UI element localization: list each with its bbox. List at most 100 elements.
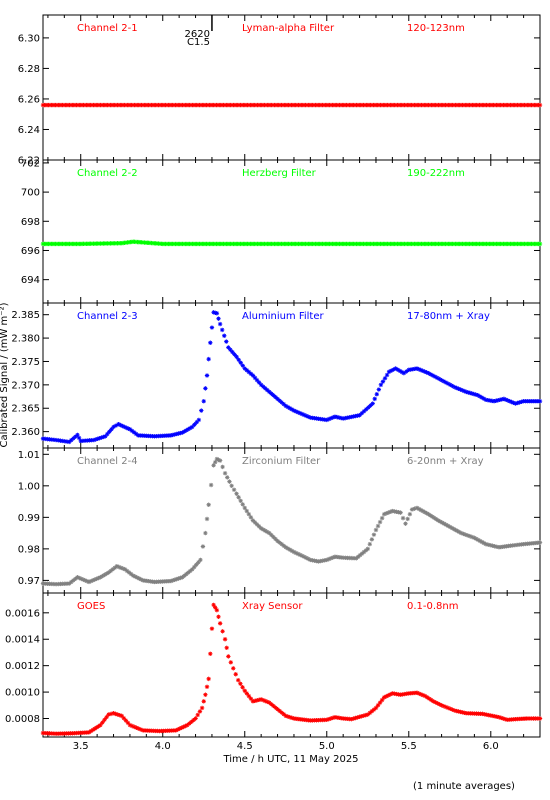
data-point — [214, 456, 220, 462]
data-point — [474, 536, 479, 542]
data-point — [106, 712, 111, 717]
data-point — [424, 370, 429, 375]
data-point — [445, 705, 451, 711]
y-tick-label: 0.99 — [18, 513, 40, 524]
data-point — [106, 570, 111, 575]
filter-label: Zirconium Filter — [242, 456, 321, 467]
data-point — [269, 532, 274, 538]
data-point — [492, 544, 497, 549]
data-point — [256, 380, 262, 385]
data-point — [452, 384, 457, 390]
data-point — [291, 408, 297, 413]
data-point — [496, 714, 502, 720]
data-point — [481, 540, 487, 546]
data-point — [451, 526, 456, 532]
data-point — [389, 368, 394, 373]
data-point — [261, 384, 266, 389]
data-point — [228, 347, 233, 352]
data-point — [472, 535, 477, 541]
data-point — [356, 554, 361, 559]
data-point — [100, 573, 105, 579]
data-point — [174, 431, 179, 437]
data-point — [511, 400, 516, 405]
data-point — [188, 425, 193, 431]
data-point — [196, 560, 201, 565]
data-point — [203, 530, 208, 536]
data-point — [103, 434, 108, 439]
panel-1: 6.22 6.24 6.26 6.28 6.30 Channel 2-1 Lyman-alp… — [18, 14, 543, 167]
y-tick-label: 2.380 — [11, 334, 40, 345]
data-point — [250, 373, 256, 378]
data-point — [179, 725, 184, 730]
data-point — [216, 457, 221, 463]
data-point — [422, 369, 427, 374]
data-point — [190, 567, 195, 572]
data-point — [182, 429, 187, 434]
data-point — [263, 528, 268, 533]
data-point — [338, 415, 344, 421]
data-point — [216, 614, 221, 619]
data-point — [248, 515, 254, 520]
data-point — [71, 578, 76, 583]
data-point — [269, 391, 274, 396]
series — [40, 239, 543, 247]
data-point — [479, 539, 485, 545]
data-point — [122, 424, 127, 430]
data-point — [263, 698, 268, 704]
channel-label: Channel 2-4 — [77, 456, 138, 467]
channel-label: GOES — [77, 601, 105, 612]
data-point — [287, 547, 293, 552]
data-point — [354, 556, 359, 561]
data-point — [227, 479, 232, 484]
data-point — [168, 578, 174, 584]
data-point — [330, 415, 336, 420]
footnote: (1 minute averages) — [413, 781, 515, 792]
data-point — [267, 530, 272, 536]
data-point — [407, 511, 413, 517]
filter-label: Aluminium Filter — [242, 311, 325, 322]
data-point — [220, 464, 225, 470]
channel-label: Channel 2-3 — [77, 311, 138, 322]
data-point — [434, 517, 439, 522]
data-point — [420, 368, 425, 374]
y-tick-label: 0.0010 — [5, 688, 40, 699]
x-axis-title: Time / h UTC, 11 May 2025 — [222, 754, 358, 765]
data-point — [226, 654, 231, 659]
data-point — [365, 546, 370, 552]
data-point — [473, 392, 478, 397]
data-point — [381, 695, 387, 700]
data-point — [86, 579, 92, 585]
data-point — [131, 430, 137, 435]
data-point — [475, 392, 480, 398]
data-point — [180, 575, 185, 580]
data-point — [88, 728, 94, 734]
y-tick-label: 0.97 — [18, 576, 40, 587]
data-point — [197, 709, 203, 714]
data-point — [183, 723, 188, 729]
data-point — [213, 310, 218, 316]
filter-label: Xray Sensor — [242, 601, 303, 612]
data-point — [220, 629, 225, 634]
data-point — [132, 574, 138, 579]
data-point — [240, 685, 245, 690]
data-point — [107, 429, 112, 434]
y-tick-label: 1.00 — [18, 481, 40, 492]
data-point — [349, 716, 354, 722]
data-point — [92, 577, 97, 582]
flare-class: C1.5 — [187, 37, 210, 48]
data-point — [111, 711, 116, 716]
data-point — [372, 396, 377, 402]
y-tick-label: 2.365 — [11, 404, 40, 415]
data-point — [234, 354, 239, 359]
data-point — [330, 555, 336, 560]
data-point — [485, 542, 491, 547]
data-point — [380, 379, 386, 384]
data-point — [208, 651, 213, 656]
data-point — [370, 401, 375, 406]
data-point — [273, 536, 278, 542]
data-point — [250, 518, 256, 523]
data-point — [460, 388, 465, 393]
data-point — [104, 714, 109, 720]
y-tick-label: 694 — [21, 275, 40, 286]
data-point — [283, 545, 288, 550]
